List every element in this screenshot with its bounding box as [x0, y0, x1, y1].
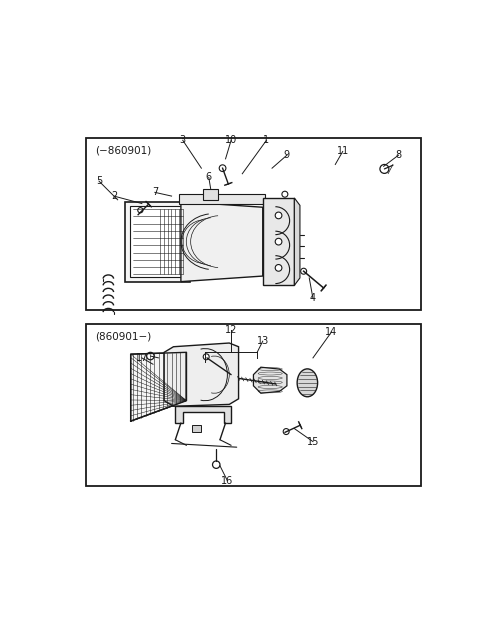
- Circle shape: [219, 165, 226, 172]
- Circle shape: [275, 212, 282, 219]
- Text: 6: 6: [206, 172, 212, 182]
- Text: 11: 11: [336, 147, 349, 157]
- Text: (860901−): (860901−): [96, 331, 152, 341]
- Bar: [179, 194, 264, 203]
- Text: 10: 10: [225, 135, 237, 145]
- Circle shape: [275, 265, 282, 271]
- Circle shape: [213, 461, 220, 469]
- Bar: [86, 324, 421, 486]
- Circle shape: [300, 268, 307, 274]
- Circle shape: [203, 354, 209, 360]
- Bar: [203, 188, 218, 200]
- Bar: [130, 206, 186, 277]
- Bar: [192, 425, 202, 432]
- Circle shape: [147, 353, 154, 360]
- Circle shape: [275, 238, 282, 245]
- Text: 4: 4: [310, 293, 316, 303]
- Polygon shape: [164, 343, 239, 406]
- Text: (−860901): (−860901): [96, 145, 152, 155]
- Text: 15: 15: [307, 437, 319, 447]
- Text: 12: 12: [225, 325, 237, 335]
- Text: 9: 9: [284, 150, 290, 160]
- Polygon shape: [131, 353, 186, 421]
- Text: 1: 1: [264, 135, 270, 145]
- Circle shape: [283, 429, 289, 434]
- Text: 3: 3: [180, 135, 186, 145]
- Text: 13: 13: [257, 336, 269, 346]
- Bar: [125, 202, 190, 281]
- Bar: [263, 198, 294, 285]
- Polygon shape: [181, 202, 263, 281]
- Text: 2: 2: [111, 191, 117, 201]
- Text: 14: 14: [325, 327, 338, 337]
- Polygon shape: [175, 406, 231, 423]
- Text: 5: 5: [96, 176, 102, 186]
- Text: 17: 17: [136, 353, 148, 363]
- Ellipse shape: [297, 369, 318, 397]
- Circle shape: [282, 191, 288, 197]
- Text: 8: 8: [396, 150, 402, 160]
- Bar: [86, 139, 421, 310]
- Circle shape: [380, 165, 389, 173]
- Text: 7: 7: [152, 187, 158, 197]
- Polygon shape: [294, 198, 300, 285]
- Circle shape: [138, 208, 143, 213]
- Text: 16: 16: [221, 475, 234, 485]
- Polygon shape: [253, 367, 287, 393]
